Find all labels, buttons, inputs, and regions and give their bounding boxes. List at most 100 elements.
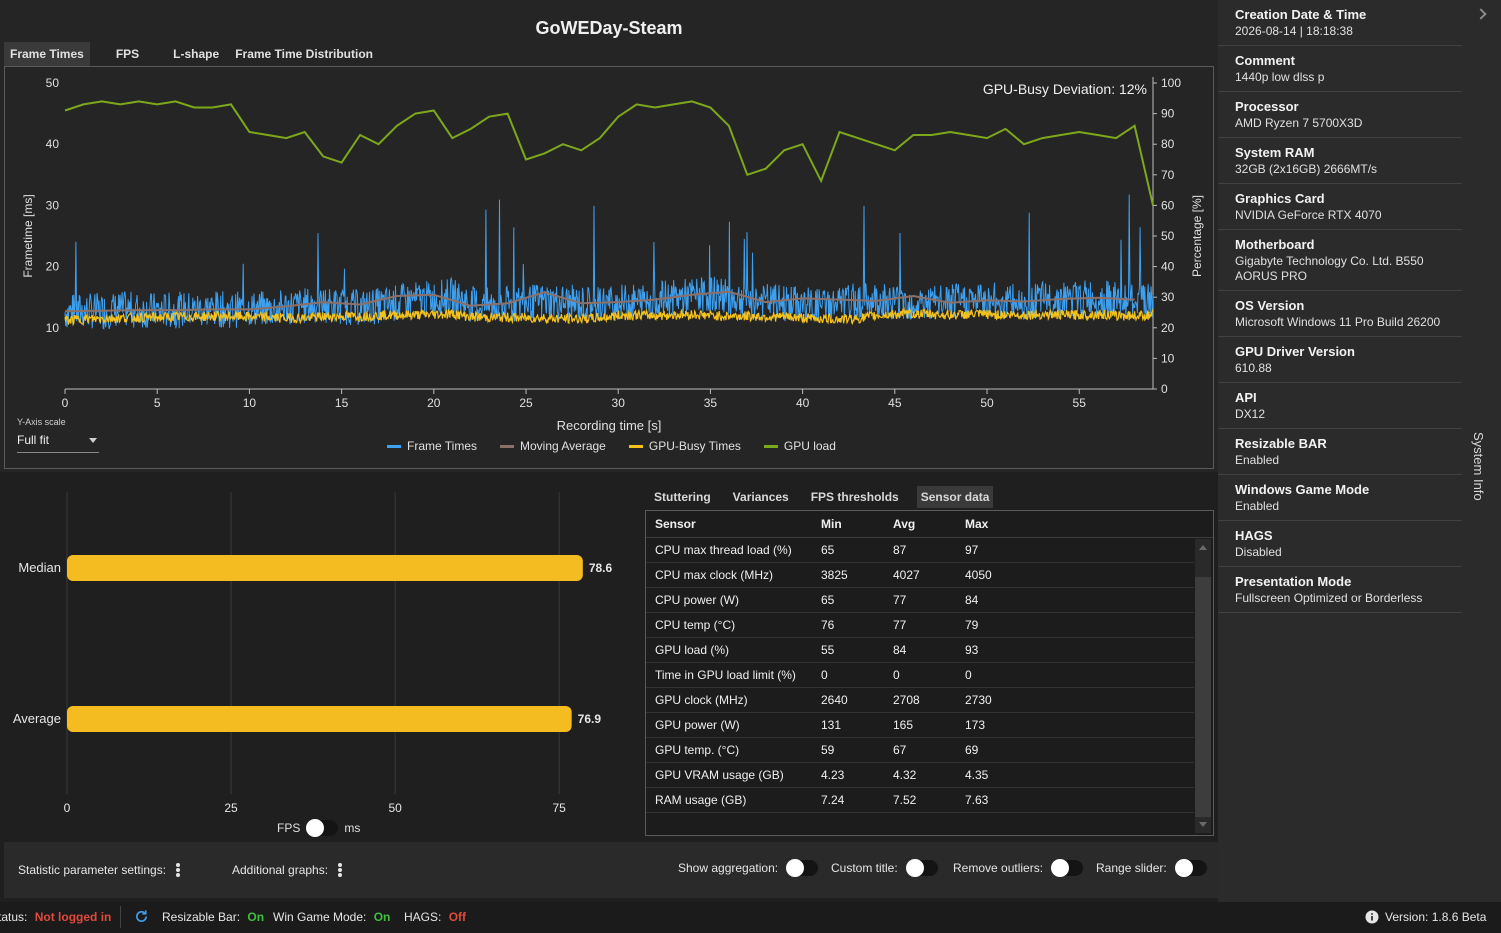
table-row[interactable]: CPU temp (°C) 76 77 79: [646, 613, 1194, 638]
gpu-busy-deviation: GPU-Busy Deviation: 12%: [982, 81, 1147, 97]
y-axis-scale-select[interactable]: Full fit: [17, 431, 99, 453]
refresh-icon[interactable]: [134, 909, 149, 924]
tab-frame-time-distribution[interactable]: Frame Time Distribution: [235, 47, 373, 61]
tab-fps-thresholds[interactable]: FPS thresholds: [810, 490, 899, 504]
range-slider-toggle[interactable]: [1174, 859, 1207, 877]
table-row[interactable]: CPU max thread load (%) 65 87 97: [646, 538, 1194, 563]
table-cell: CPU temp (°C): [655, 618, 736, 632]
system-info-label: Presentation Mode: [1235, 574, 1352, 589]
remove-outliers-toggle[interactable]: [1051, 859, 1084, 877]
tab-l-shape[interactable]: L-shape: [173, 47, 220, 61]
legend-label: Moving Average: [520, 439, 606, 453]
legend-gpu-busy-times[interactable]: GPU-Busy Times: [628, 439, 741, 453]
stat-params-label: Statistic parameter settings:: [18, 863, 167, 877]
table-cell: 2708: [893, 693, 920, 707]
table-cell: 76: [821, 618, 835, 632]
login-status-value[interactable]: Not logged in: [34, 910, 112, 924]
page-title: GoWEDay-Steam: [535, 18, 683, 38]
legend-frame-times[interactable]: Frame Times: [387, 439, 477, 453]
frametime-chart: 0 5 10 15 20 25 30 35 40 45 50 55 10 20 30 40 50 0 10 20 30 4…: [21, 76, 1204, 433]
more-vertical-icon[interactable]: [338, 862, 343, 878]
scroll-down-icon[interactable]: [1199, 822, 1207, 827]
system-info-value: AMD Ryzen 7 5700X3D: [1235, 116, 1363, 130]
custom-title: Custom title:: [831, 859, 938, 877]
table-row[interactable]: CPU power (W) 65 77 84: [646, 588, 1194, 613]
system-info-tab[interactable]: System Info: [1471, 432, 1486, 501]
custom-title-toggle[interactable]: [905, 859, 938, 877]
x-tick-label: 40: [796, 396, 810, 410]
table-row[interactable]: CPU max clock (MHz) 3825 4027 4050: [646, 563, 1194, 588]
system-info-value: NVIDIA GeForce RTX 4070: [1235, 208, 1382, 222]
x-tick-label: 0: [62, 396, 69, 410]
y2-tick-label: 10: [1161, 351, 1175, 365]
more-vertical-icon[interactable]: [176, 862, 181, 878]
info-icon[interactable]: [1365, 910, 1379, 924]
legend-label: GPU load: [783, 439, 836, 453]
system-info-item: Graphics Card NVIDIA GeForce RTX 4070: [1218, 184, 1462, 230]
table-cell: CPU power (W): [655, 593, 740, 607]
table-row[interactable]: GPU temp. (°C) 59 67 69: [646, 738, 1194, 763]
y-axis-scale-value: Full fit: [17, 433, 50, 447]
legend-label: Frame Times: [407, 439, 478, 453]
tab-sensor-data[interactable]: Sensor data: [916, 486, 994, 508]
system-info-item: OS Version Microsoft Windows 11 Pro Build…: [1218, 291, 1462, 337]
system-info-value: 2026-08-14 | 18:18:38: [1235, 24, 1353, 38]
tab-frame-times[interactable]: Frame Times: [4, 42, 90, 66]
table-row[interactable]: GPU load (%) 55 84 93: [646, 638, 1194, 663]
table-row[interactable]: GPU VRAM usage (GB) 4.23 4.32 4.35: [646, 763, 1194, 788]
table-cell: 65: [821, 593, 835, 607]
frametime-chart-frame: 0 5 10 15 20 25 30 35 40 45 50 55 10 20 30 40 50 0 10 20 30 4…: [4, 66, 1214, 469]
fps-label: FPS: [277, 821, 301, 835]
y-tick-label: 30: [46, 198, 60, 212]
show-aggregation: Show aggregation:: [678, 859, 819, 877]
table-row[interactable]: GPU clock (MHz) 2640 2708 2730: [646, 688, 1194, 713]
system-info-label: HAGS: [1235, 528, 1273, 543]
y-axis-label: Frametime [ms]: [21, 194, 35, 277]
tab-stuttering[interactable]: Stuttering: [654, 490, 711, 504]
column-header-min[interactable]: Min: [821, 517, 842, 531]
table-row[interactable]: RAM usage (GB) 7.24 7.52 7.63: [646, 788, 1194, 813]
table-cell: 7.24: [821, 793, 845, 807]
system-info-value: 1440p low dlss p: [1235, 70, 1325, 84]
show-aggregation-toggle[interactable]: [786, 859, 819, 877]
status-label: Status:: [0, 910, 28, 924]
table-row[interactable]: Time in GPU load limit (%) 0 0 0: [646, 663, 1194, 688]
table-scrollbar[interactable]: [1195, 539, 1211, 833]
column-header-sensor[interactable]: Sensor: [655, 517, 696, 531]
frametime-panel: GoWEDay-Steam Frame Times FPS L-shape Fr…: [0, 0, 1218, 472]
legend-gpu-load[interactable]: GPU load: [763, 439, 836, 453]
remove-outliers: Remove outliers:: [953, 859, 1084, 877]
range-slider-label: Range slider:: [1096, 861, 1167, 875]
table-cell: 4.35: [965, 768, 989, 782]
system-info-item: Windows Game Mode Enabled: [1218, 475, 1462, 521]
additional-graphs: Additional graphs:: [232, 862, 343, 878]
scroll-thumb[interactable]: [1195, 577, 1211, 817]
tab-fps[interactable]: FPS: [115, 47, 140, 61]
system-info-label: OS Version: [1235, 298, 1305, 313]
legend-moving-average[interactable]: Moving Average: [500, 439, 606, 453]
table-cell: Time in GPU load limit (%): [655, 668, 796, 682]
table-cell: 84: [893, 643, 907, 657]
system-info-item: HAGS Disabled: [1218, 521, 1462, 567]
resizable-bar-status: Resizable Bar: On: [162, 910, 264, 924]
column-header-avg[interactable]: Avg: [893, 517, 916, 531]
y-tick-label: 10: [46, 321, 60, 335]
column-header-max[interactable]: Max: [965, 517, 989, 531]
table-row[interactable]: GPU power (W) 131 165 173: [646, 713, 1194, 738]
series-gpu-busy-times-line: [64, 306, 1154, 327]
statistic-parameter-settings: Statistic parameter settings:: [18, 862, 181, 878]
series-gpu-load-line: [64, 100, 1154, 206]
table-cell: 3825: [821, 568, 848, 582]
system-info-item: API DX12: [1218, 383, 1462, 429]
table-cell: 4027: [893, 568, 920, 582]
fps-ms-toggle[interactable]: [306, 819, 339, 837]
system-info-value: DX12: [1235, 407, 1266, 421]
tab-variances[interactable]: Variances: [732, 490, 789, 504]
toggle-knob: [306, 819, 325, 837]
bar-value-label: 78.6: [589, 561, 613, 575]
table-cell: 93: [965, 643, 979, 657]
x-tick-label: 50: [388, 801, 402, 815]
x-tick-label: 25: [224, 801, 238, 815]
series-moving-average-line: [64, 290, 1135, 313]
scroll-up-icon[interactable]: [1199, 545, 1207, 550]
